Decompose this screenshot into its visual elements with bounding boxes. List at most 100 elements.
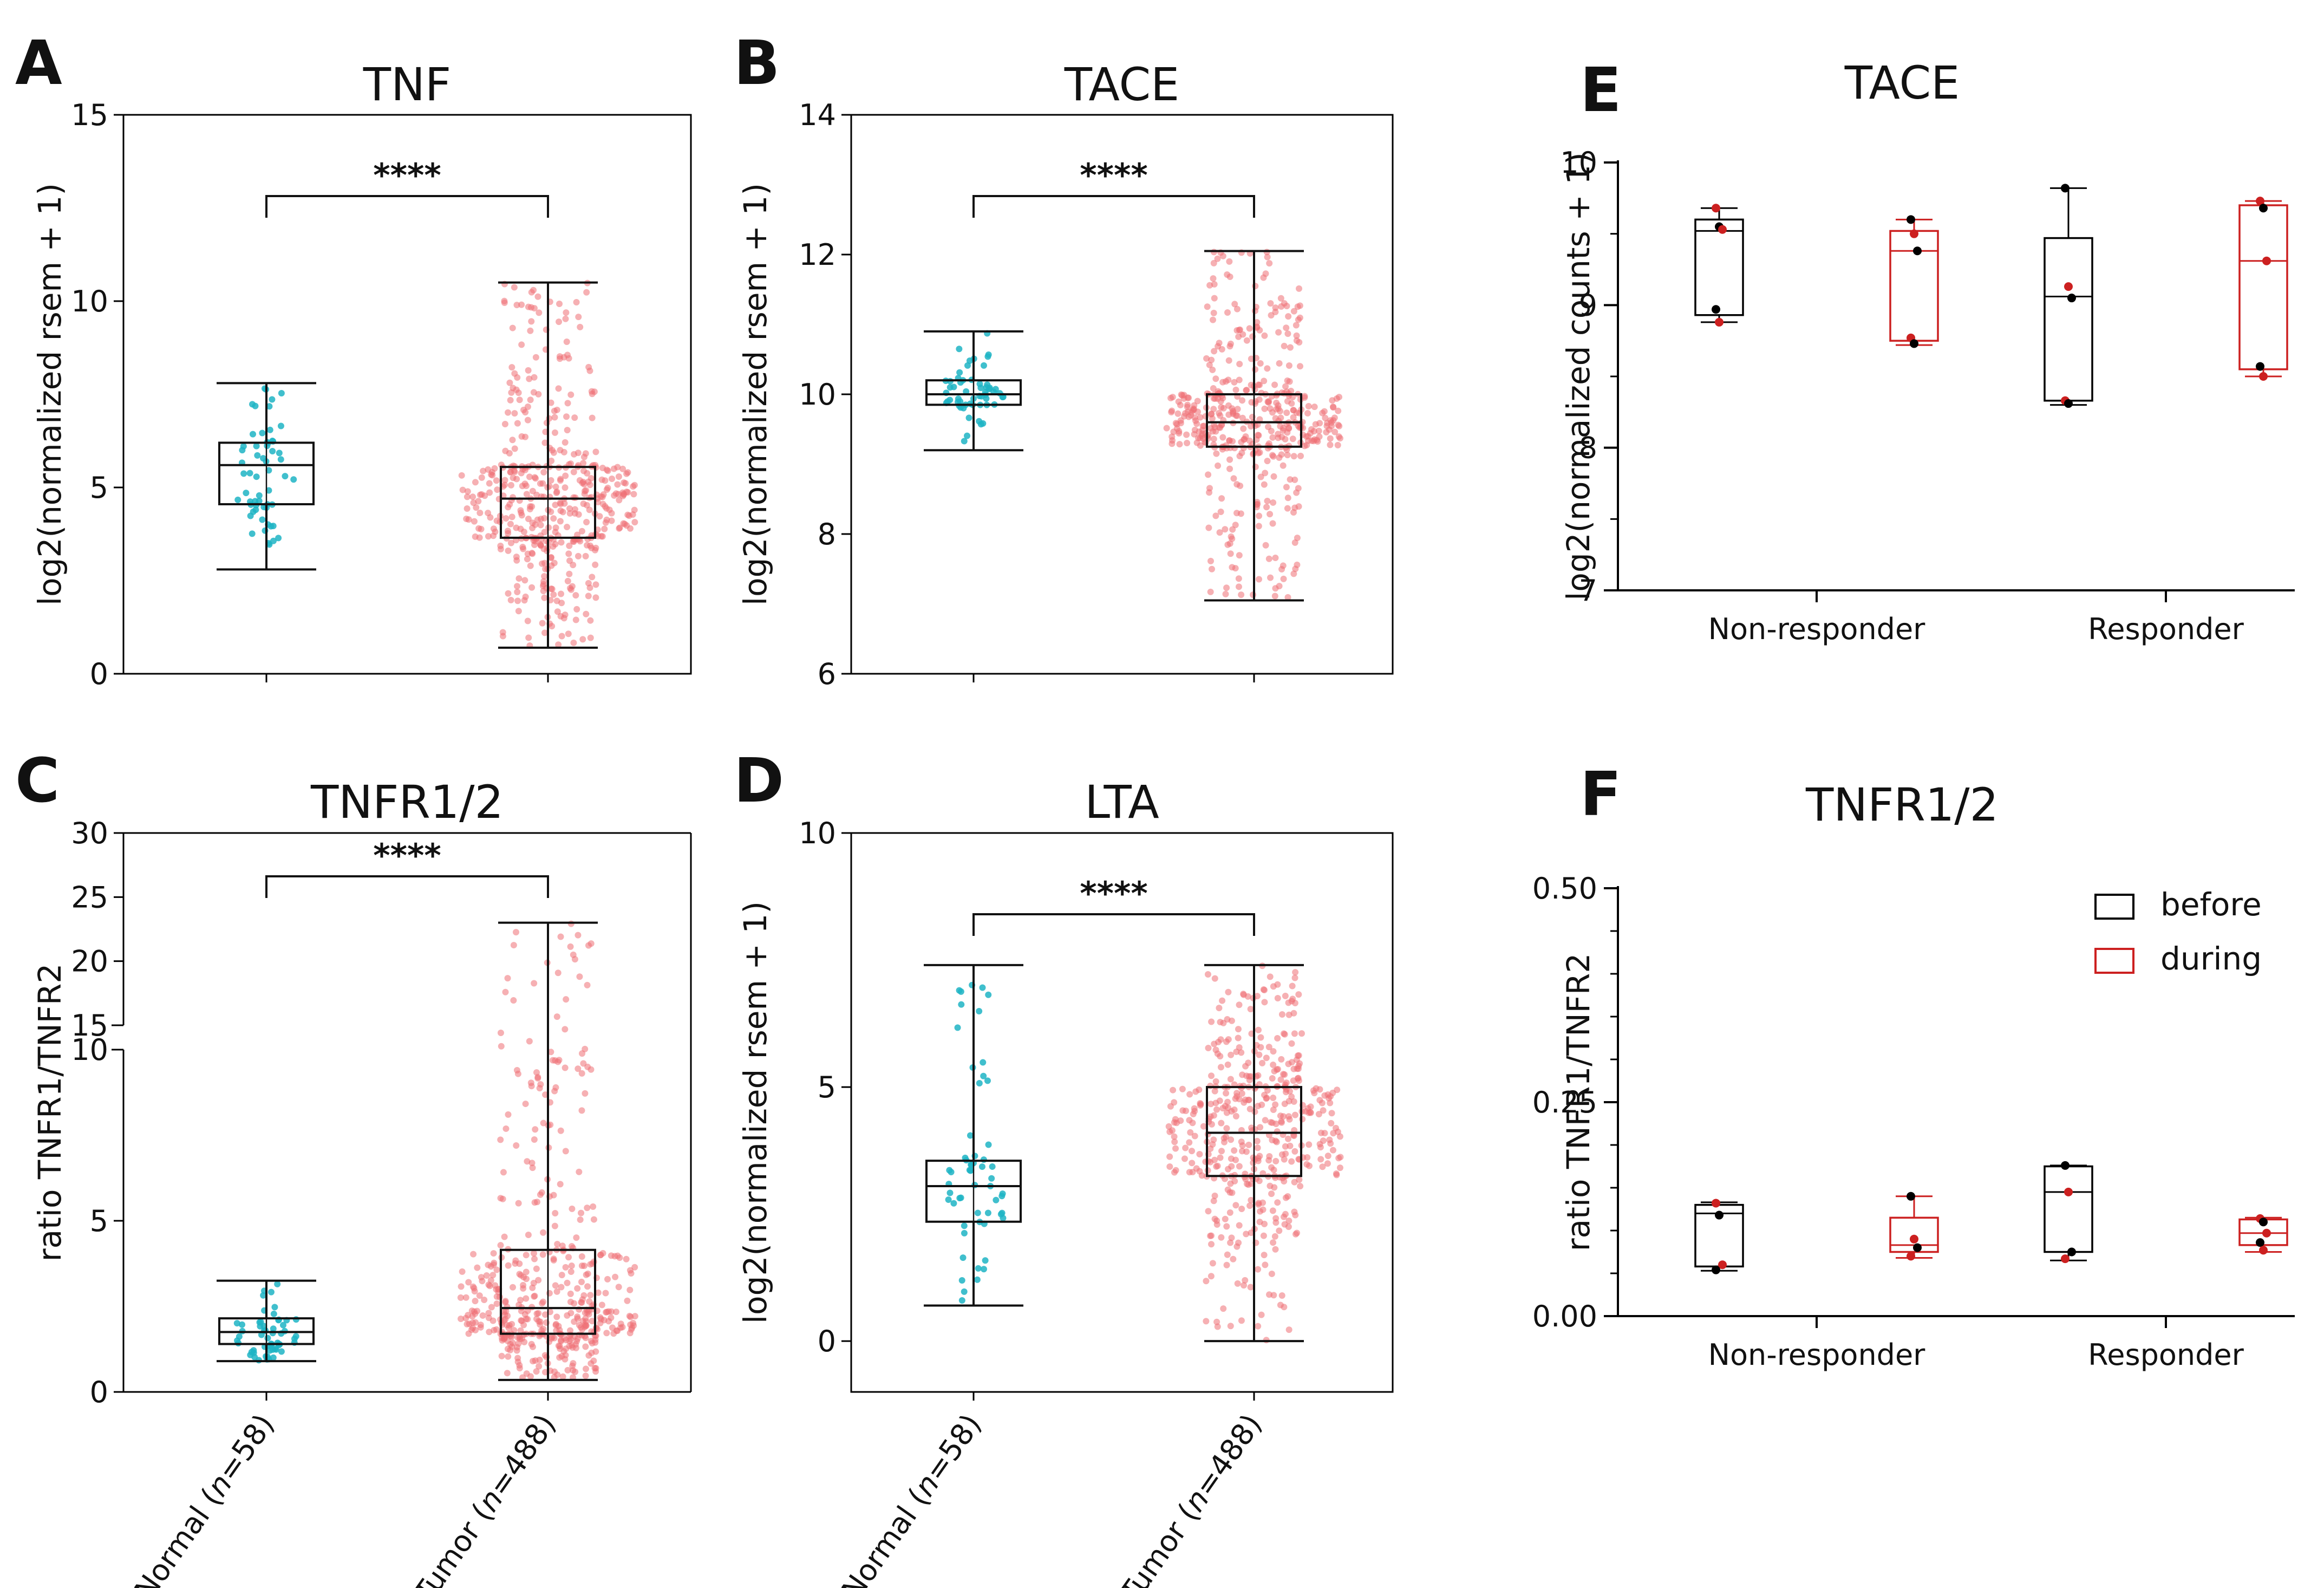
data-point: [1270, 1094, 1277, 1101]
data-point: [603, 1309, 610, 1316]
data-point: [557, 499, 564, 506]
data-point: [1910, 339, 1918, 348]
data-point: [531, 1136, 538, 1143]
data-point: [1210, 259, 1217, 266]
data-point: [523, 1370, 530, 1377]
data-point: [583, 502, 590, 509]
data-point: [490, 532, 497, 539]
data-point: [1270, 473, 1277, 480]
data-point: [1256, 396, 1263, 403]
data-point: [502, 447, 509, 454]
data-point: [1296, 1176, 1303, 1183]
data-point: [1271, 381, 1278, 388]
data-point: [1215, 388, 1222, 395]
data-point: [522, 1101, 529, 1108]
data-point: [590, 1203, 597, 1210]
data-point: [1207, 1101, 1215, 1108]
data-point: [465, 1330, 472, 1337]
data-point: [1231, 1147, 1238, 1154]
data-point: [1218, 404, 1225, 411]
data-point: [1211, 1192, 1218, 1199]
data-point: [964, 362, 971, 369]
data-point: [521, 577, 528, 584]
data-point: [547, 508, 554, 515]
data-point: [539, 480, 546, 487]
data-point: [585, 1352, 592, 1359]
data-point: [279, 1322, 286, 1329]
data-point: [457, 1294, 464, 1301]
data-point: [1252, 422, 1259, 429]
data-point: [1274, 1199, 1281, 1206]
data-point: [1299, 1116, 1306, 1123]
data-point: [1213, 1217, 1220, 1224]
data-point: [1245, 1059, 1252, 1066]
data-point: [523, 1252, 530, 1259]
data-point: [1326, 426, 1333, 433]
data-point: [554, 969, 562, 977]
data-point: [608, 510, 615, 517]
data-point: [1333, 395, 1340, 402]
data-point: [1287, 1142, 1294, 1149]
data-point: [584, 1309, 591, 1316]
box-before: [2044, 1161, 2093, 1264]
data-point: [557, 590, 564, 597]
data-point: [1280, 1113, 1287, 1120]
data-point: [575, 932, 582, 939]
data-point: [558, 539, 565, 546]
data-point: [557, 933, 564, 940]
data-point: [510, 1284, 517, 1291]
data-point: [485, 533, 492, 540]
data-point: [585, 593, 592, 600]
data-point: [506, 379, 513, 386]
data-point: [1203, 1318, 1210, 1325]
data-point: [567, 1290, 574, 1297]
y-tick-label: 7: [1579, 574, 1597, 608]
box-iqr: [1206, 1086, 1302, 1177]
data-point: [1173, 421, 1180, 428]
data-point: [1285, 362, 1292, 369]
data-point: [1289, 982, 1296, 990]
data-point: [993, 1196, 1000, 1203]
data-point: [1284, 1193, 1291, 1200]
data-point: [1327, 1093, 1334, 1100]
data-point: [273, 1346, 280, 1353]
data-point: [948, 1168, 955, 1175]
data-point: [1283, 446, 1290, 453]
data-point: [557, 1127, 564, 1134]
data-point: [1248, 381, 1255, 388]
data-point: [1254, 501, 1261, 508]
data-point: [1203, 355, 1210, 362]
data-point: [1166, 1153, 1173, 1160]
data-point: [564, 427, 571, 434]
data-point: [983, 384, 990, 391]
data-point: [540, 581, 547, 588]
data-point: [619, 465, 626, 472]
data-point: [1320, 1107, 1327, 1114]
data-point: [557, 613, 564, 620]
data-point: [530, 287, 537, 294]
data-point: [622, 480, 629, 487]
data-point: [472, 479, 479, 486]
data-point: [560, 448, 567, 455]
data-point: [592, 1336, 599, 1343]
data-point: [957, 404, 964, 411]
y-axis-label: ratio TNFR1/TNFR2: [1560, 953, 1597, 1251]
x-category-label: Non-responder: [1708, 1338, 1926, 1372]
data-point: [1215, 462, 1222, 469]
data-point: [1222, 1215, 1229, 1222]
data-point: [1290, 570, 1297, 577]
y-tick-label: 8: [1579, 431, 1597, 465]
data-point: [967, 1132, 974, 1139]
data-point: [1210, 1112, 1217, 1119]
data-point: [1213, 1106, 1220, 1113]
data-point: [1225, 411, 1232, 418]
data-point: [1184, 403, 1191, 411]
data-point: [553, 597, 560, 604]
data-point: [514, 374, 521, 381]
data-point: [562, 439, 569, 446]
data-point: [615, 1284, 622, 1291]
data-point: [520, 406, 527, 413]
box-iqr: [1889, 1216, 1939, 1253]
data-point: [1209, 1260, 1216, 1267]
data-point: [549, 623, 556, 630]
